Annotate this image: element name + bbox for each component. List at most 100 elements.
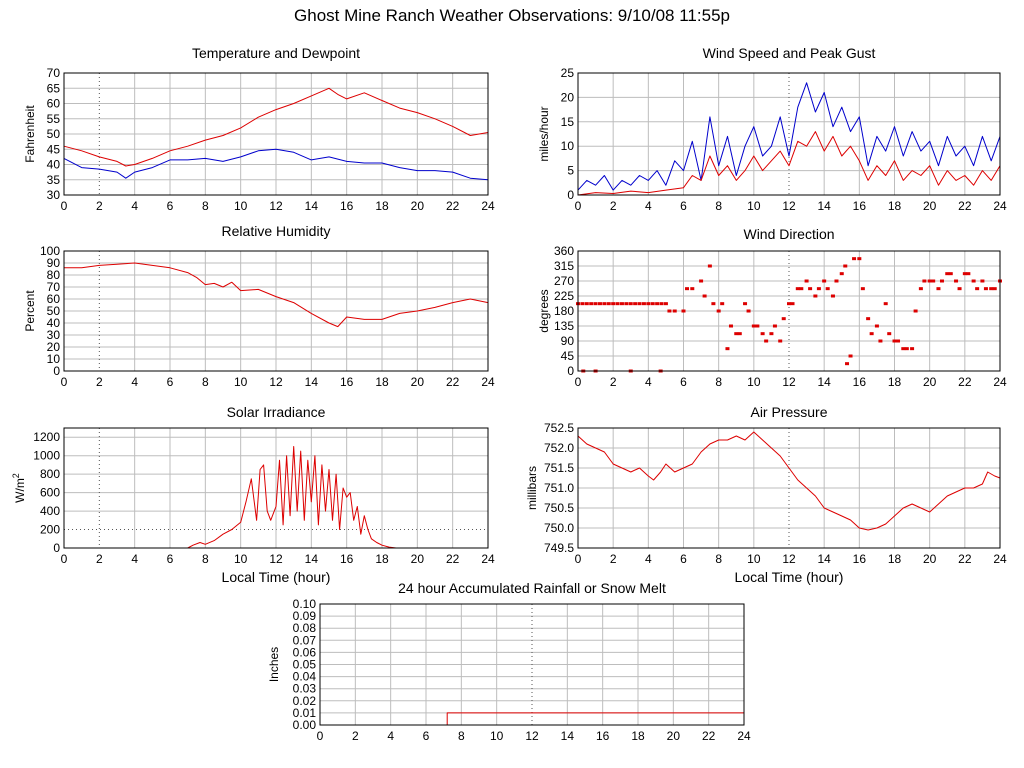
temp-ytick-label: 60 [47, 97, 61, 111]
wind-xtick-label: 12 [782, 199, 796, 213]
wdir-xtick-label: 0 [575, 375, 582, 389]
wdir-title: Wind Direction [743, 226, 834, 242]
wdir-point [983, 287, 988, 291]
wdir-point [720, 302, 725, 306]
temp-ytick-label: 55 [47, 112, 61, 126]
wind-xtick-label: 6 [680, 199, 687, 213]
wdir-point [772, 324, 777, 328]
wdir-point [860, 287, 865, 291]
wind-xtick-label: 8 [715, 199, 722, 213]
press-ytick-label: 751.5 [544, 461, 574, 475]
solar-series-0 [64, 446, 488, 549]
wdir-xtick-label: 14 [817, 375, 831, 389]
rain-ytick-label: 0.02 [293, 694, 317, 708]
rain-xtick-label: 18 [631, 729, 645, 743]
wdir-xtick-label: 22 [958, 375, 972, 389]
press-ytick-label: 752.5 [544, 421, 574, 435]
rh-xtick-label: 22 [446, 375, 460, 389]
rh-ylabel: Percent [23, 290, 37, 332]
wdir-point [615, 302, 620, 306]
wind-ytick-label: 25 [561, 66, 575, 80]
temp-series-1 [63, 148, 489, 181]
wdir-point [843, 264, 848, 268]
wdir-point [927, 279, 932, 283]
wind-xtick-label: 24 [993, 199, 1007, 213]
wdir-point [624, 302, 629, 306]
rain-xtick-label: 24 [737, 729, 751, 743]
wdir-point [945, 272, 950, 276]
rain-frame [319, 603, 745, 726]
wdir-ytick-label: 45 [561, 349, 575, 363]
wdir-point [716, 309, 721, 313]
wdir-point [913, 309, 918, 313]
wdir-point [825, 287, 830, 291]
solar-xtick-label: 8 [202, 552, 209, 566]
wdir-point [584, 302, 589, 306]
wdir-xtick-label: 8 [715, 375, 722, 389]
wdir-point [962, 272, 967, 276]
wdir-point [628, 302, 633, 306]
wdir-point [874, 324, 879, 328]
wdir-ytick-label: 360 [554, 244, 574, 258]
temp-ytick-label: 45 [47, 142, 61, 156]
press-xtick-label: 16 [853, 552, 867, 566]
solar-title: Solar Irradiance [227, 404, 326, 420]
wdir-point [685, 287, 690, 291]
rh-ytick-label: 50 [47, 304, 61, 318]
press-xtick-label: 2 [610, 552, 617, 566]
wdir-xtick-label: 4 [645, 375, 652, 389]
temp-ytick-label: 50 [47, 127, 61, 141]
wdir-point [606, 302, 611, 306]
wdir-point [760, 332, 765, 336]
solar-xtick-label: 24 [481, 552, 495, 566]
wdir-point [633, 302, 638, 306]
wdir-ytick-label: 180 [554, 304, 574, 318]
wind-series-1 [577, 131, 1001, 196]
rh-xtick-label: 24 [481, 375, 495, 389]
wdir-point [702, 294, 707, 298]
solar-xtick-label: 2 [96, 552, 103, 566]
solar-ytick-label: 1000 [33, 449, 60, 463]
wdir-point [728, 324, 733, 328]
solar-xtick-label: 6 [167, 552, 174, 566]
press-xtick-label: 6 [680, 552, 687, 566]
wind-ytick-label: 15 [561, 115, 575, 129]
temp-xtick-label: 10 [234, 199, 248, 213]
wdir-point [737, 332, 742, 336]
wind-series-0 [577, 82, 1001, 191]
wdir-point [597, 302, 602, 306]
temp-ytick-label: 40 [47, 158, 61, 172]
rh-xtick-label: 2 [96, 375, 103, 389]
wdir-point [769, 332, 774, 336]
wind-xtick-label: 4 [645, 199, 652, 213]
wdir-point [896, 339, 901, 343]
wdir-xtick-label: 10 [747, 375, 761, 389]
wdir-point [781, 317, 786, 321]
wdir-xtick-label: 2 [610, 375, 617, 389]
wdir-ytick-label: 270 [554, 274, 574, 288]
solar-xlabel: Local Time (hour) [222, 569, 331, 585]
temp-xtick-label: 14 [305, 199, 319, 213]
wind-ytick-label: 0 [567, 188, 574, 202]
rh-ytick-label: 20 [47, 340, 61, 354]
wdir-point [799, 287, 804, 291]
wdir-point [904, 347, 909, 351]
rh-ytick-label: 90 [47, 256, 61, 270]
rain-xtick-label: 22 [702, 729, 716, 743]
solar-ytick-label: 0 [53, 541, 60, 555]
temp-xtick-label: 22 [446, 199, 460, 213]
rain-ytick-label: 0.07 [293, 633, 317, 647]
solar-frame [63, 427, 489, 549]
wdir-point [948, 272, 953, 276]
wdir-point [931, 279, 936, 283]
wdir-point [989, 287, 994, 291]
wdir-point [966, 272, 971, 276]
solar-xtick-label: 16 [340, 552, 354, 566]
rh-xtick-label: 8 [202, 375, 209, 389]
wdir-point [746, 309, 751, 313]
wdir-point [580, 302, 585, 306]
wdir-point [852, 257, 857, 261]
